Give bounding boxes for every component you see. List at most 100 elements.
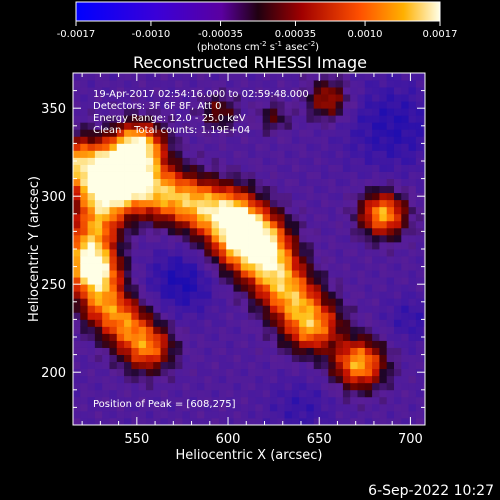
heatmap-cell bbox=[233, 129, 242, 137]
heatmap-cell bbox=[313, 150, 322, 158]
heatmap-cell bbox=[415, 382, 424, 391]
heatmap-cell bbox=[87, 326, 96, 334]
heatmap-cell bbox=[423, 256, 425, 264]
heatmap-cell bbox=[116, 192, 125, 201]
heatmap-cell bbox=[233, 277, 242, 285]
heatmap-cell bbox=[364, 277, 373, 285]
annotation-peak-position: Position of Peak = [608,275] bbox=[93, 399, 236, 410]
heatmap-cell bbox=[306, 122, 315, 130]
heatmap-cell bbox=[94, 417, 103, 425]
heatmap-cell bbox=[175, 164, 183, 172]
heatmap-cell bbox=[357, 136, 366, 144]
heatmap-cell bbox=[87, 108, 96, 116]
heatmap-cell bbox=[284, 164, 293, 172]
heatmap-cell bbox=[197, 354, 205, 363]
heatmap-cell bbox=[415, 101, 424, 109]
heatmap-cell bbox=[124, 178, 132, 187]
heatmap-cell bbox=[160, 101, 169, 109]
heatmap-cell bbox=[153, 354, 161, 363]
colorbar-tick-label: 0.0017 bbox=[423, 29, 458, 40]
heatmap-cell bbox=[291, 73, 300, 81]
heatmap-cell bbox=[211, 347, 220, 355]
heatmap-cell bbox=[226, 220, 234, 229]
heatmap-cell bbox=[189, 108, 198, 116]
heatmap-cell bbox=[364, 87, 373, 95]
heatmap-cell bbox=[124, 101, 132, 109]
heatmap-cell bbox=[204, 382, 213, 391]
heatmap-cell bbox=[197, 108, 205, 116]
heatmap-cell bbox=[153, 382, 161, 391]
heatmap-cell bbox=[189, 143, 198, 151]
heatmap-cell bbox=[277, 298, 285, 306]
heatmap-cell bbox=[342, 368, 351, 377]
heatmap-cell bbox=[218, 298, 227, 306]
heatmap-cell bbox=[109, 368, 118, 377]
heatmap-cell bbox=[350, 185, 358, 194]
heatmap-cell bbox=[386, 333, 395, 341]
heatmap-cell bbox=[372, 340, 380, 348]
heatmap-cell bbox=[299, 382, 307, 391]
heatmap-cell bbox=[415, 403, 424, 412]
heatmap-cell bbox=[386, 263, 395, 271]
heatmap-cell bbox=[145, 270, 154, 278]
heatmap-cell bbox=[379, 129, 388, 137]
heatmap-cell bbox=[197, 256, 205, 264]
heatmap-cell bbox=[335, 101, 344, 109]
heatmap-cell bbox=[116, 185, 125, 194]
heatmap-cell bbox=[153, 129, 161, 137]
heatmap-cell bbox=[153, 396, 161, 405]
heatmap-cell bbox=[233, 410, 242, 419]
heatmap-cell bbox=[321, 249, 329, 257]
heatmap-cell bbox=[284, 284, 293, 292]
heatmap-cell bbox=[167, 249, 176, 257]
heatmap-cell bbox=[386, 403, 395, 412]
heatmap-cell bbox=[94, 361, 103, 370]
heatmap-cell bbox=[415, 270, 424, 278]
heatmap-cell bbox=[401, 87, 409, 95]
heatmap-cell bbox=[233, 389, 242, 398]
heatmap-cell bbox=[321, 143, 329, 151]
heatmap-cell bbox=[357, 213, 366, 222]
footer-date: 6-Sep-2022 10:27 bbox=[368, 483, 494, 499]
heatmap-cell bbox=[284, 213, 293, 222]
heatmap-cell bbox=[80, 403, 88, 412]
heatmap-cell bbox=[342, 417, 351, 425]
heatmap-cell bbox=[153, 143, 161, 151]
heatmap-cell bbox=[306, 220, 315, 229]
heatmap-cell bbox=[87, 270, 96, 278]
heatmap-cell bbox=[189, 157, 198, 165]
heatmap-cell bbox=[197, 143, 205, 151]
heatmap-cell bbox=[189, 136, 198, 144]
heatmap-cell bbox=[379, 319, 388, 327]
heatmap-cell bbox=[350, 354, 358, 363]
heatmap-cell bbox=[160, 277, 169, 285]
heatmap-cell bbox=[233, 249, 242, 257]
heatmap-cell bbox=[182, 403, 191, 412]
heatmap-cell bbox=[269, 305, 278, 313]
heatmap-cell bbox=[211, 87, 220, 95]
heatmap-cell bbox=[357, 101, 366, 109]
heatmap-cell bbox=[248, 256, 256, 264]
heatmap-cell bbox=[401, 185, 409, 194]
heatmap-cell bbox=[167, 368, 176, 377]
heatmap-cell bbox=[182, 263, 191, 271]
heatmap-cell bbox=[204, 361, 213, 370]
heatmap-cell bbox=[335, 164, 344, 172]
heatmap-cell bbox=[357, 227, 366, 236]
heatmap-cell bbox=[116, 347, 125, 355]
heatmap-cell bbox=[401, 164, 409, 172]
heatmap-cell bbox=[277, 87, 285, 95]
heatmap-cell bbox=[335, 305, 344, 313]
heatmap-cell bbox=[342, 241, 351, 250]
heatmap-cell bbox=[350, 122, 358, 130]
heatmap-cell bbox=[393, 129, 402, 137]
heatmap-cell bbox=[153, 94, 161, 102]
heatmap-cell bbox=[87, 143, 96, 151]
heatmap-cell bbox=[233, 227, 242, 236]
heatmap-cell bbox=[328, 333, 337, 341]
heatmap-cell bbox=[393, 284, 402, 292]
heatmap-cell bbox=[175, 171, 183, 179]
heatmap-cell bbox=[306, 199, 315, 208]
heatmap-cell bbox=[328, 305, 337, 313]
heatmap-cell bbox=[233, 234, 242, 243]
